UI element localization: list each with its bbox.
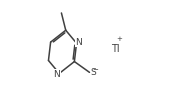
Text: Tl: Tl xyxy=(111,44,120,54)
Text: −: − xyxy=(93,67,99,73)
Text: N: N xyxy=(76,38,82,47)
Text: S: S xyxy=(90,68,96,77)
Text: +: + xyxy=(116,36,122,42)
Text: N: N xyxy=(54,70,60,79)
